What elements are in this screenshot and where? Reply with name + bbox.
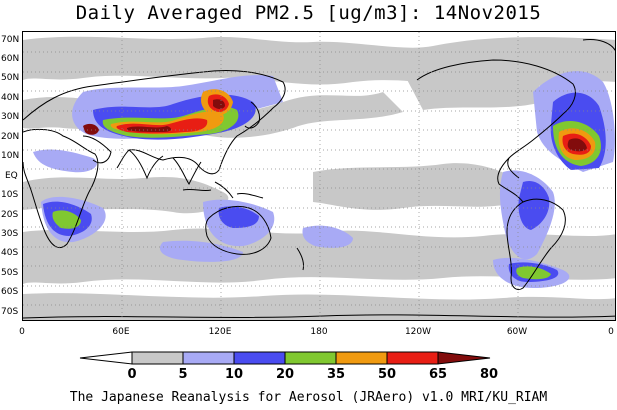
colorbar-segment [335,351,388,365]
footer-credit: The Japanese Reanalysis for Aerosol (JRA… [69,390,548,405]
colorbar-segment [233,351,286,365]
colorbar-tick-label: 10 [224,367,244,382]
lat-lon-grid [23,32,615,320]
lon-label: 120E [208,327,232,337]
colorbar-segment [79,351,133,365]
lon-label: 0 [19,327,25,337]
lat-label: 40S [1,248,19,258]
darkred-concentration-regions [83,99,587,152]
coastlines [23,39,615,319]
colorbar [79,351,491,365]
colorbar-tick-label: 80 [479,367,499,382]
lon-label: 0 [608,327,614,337]
lat-label: 60S [1,287,19,297]
colorbar-segment [284,351,337,365]
colorbar-tick-label: 5 [178,367,188,382]
colorbar-tick-label: 65 [428,367,448,382]
lon-label: 60W [506,327,528,337]
pm25-map [22,31,616,321]
colorbar-segment [437,351,491,365]
grey-concentration-regions [23,36,615,320]
lat-label: 10N [1,151,20,161]
lat-label: 60N [1,54,20,64]
lat-label: 30N [1,112,20,122]
lat-label: 20S [1,210,19,220]
pm25-map-canvas [23,32,615,320]
colorbar-tick-label: 35 [326,367,346,382]
colorbar-segment [131,351,184,365]
lon-label: 120W [404,327,432,337]
lat-label: 70N [1,35,20,45]
lon-label: 60E [112,327,130,337]
colorbar-tick-label: 50 [377,367,397,382]
colorbar-tick-label: 0 [127,367,137,382]
lat-label: 20N [1,132,20,142]
colorbar-segment [182,351,235,365]
lat-label: 50N [1,73,20,83]
colorbar-tick-label: 20 [275,367,295,382]
lat-label: 10S [1,190,19,200]
map-title: Daily Averaged PM2.5 [ug/m3]: 14Nov2015 [75,2,542,24]
lon-label: 180 [310,327,328,337]
lat-label: 70S [1,307,19,317]
lat-label: 50S [1,268,19,278]
colorbar-segment [386,351,439,365]
lat-label: 40N [1,93,20,103]
lat-label: EQ [5,171,18,181]
lat-label: 30S [1,229,19,239]
